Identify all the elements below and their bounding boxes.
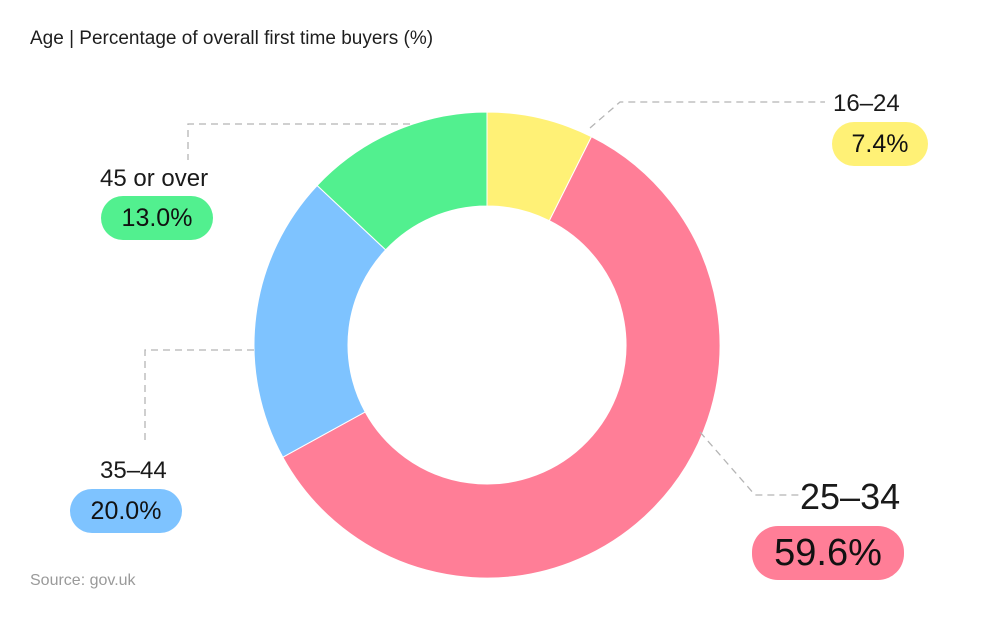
chart-title: Age | Percentage of overall first time b… <box>30 28 434 49</box>
value-45-or-over: 13.0% <box>121 204 193 232</box>
leader-line-16-24 <box>589 101 825 129</box>
label-16-24: 16–24 <box>833 90 900 117</box>
label-35-44: 35–44 <box>100 457 167 484</box>
value-16-24: 7.4% <box>851 130 909 158</box>
leader-line-45-over <box>187 123 410 160</box>
value-pill-16-24: 7.4% <box>832 122 928 166</box>
leader-lines <box>144 101 825 496</box>
value-25-34: 59.6% <box>774 532 882 574</box>
value-35-44: 20.0% <box>90 497 162 525</box>
source-note: Source: gov.uk <box>30 572 136 589</box>
leader-line-35-44 <box>144 349 254 445</box>
slice-25-34 <box>282 136 721 579</box>
value-pill-45-or-over: 13.0% <box>101 196 213 240</box>
value-pill-25-34: 59.6% <box>752 526 904 580</box>
slice-35-44 <box>253 184 387 458</box>
value-pill-35-44: 20.0% <box>70 489 182 533</box>
donut-slices <box>253 111 721 579</box>
slice-45-or-over <box>316 111 488 251</box>
label-25-34: 25–34 <box>800 476 901 517</box>
label-45-or-over: 45 or over <box>100 165 209 192</box>
leader-line-25-34 <box>699 431 800 496</box>
